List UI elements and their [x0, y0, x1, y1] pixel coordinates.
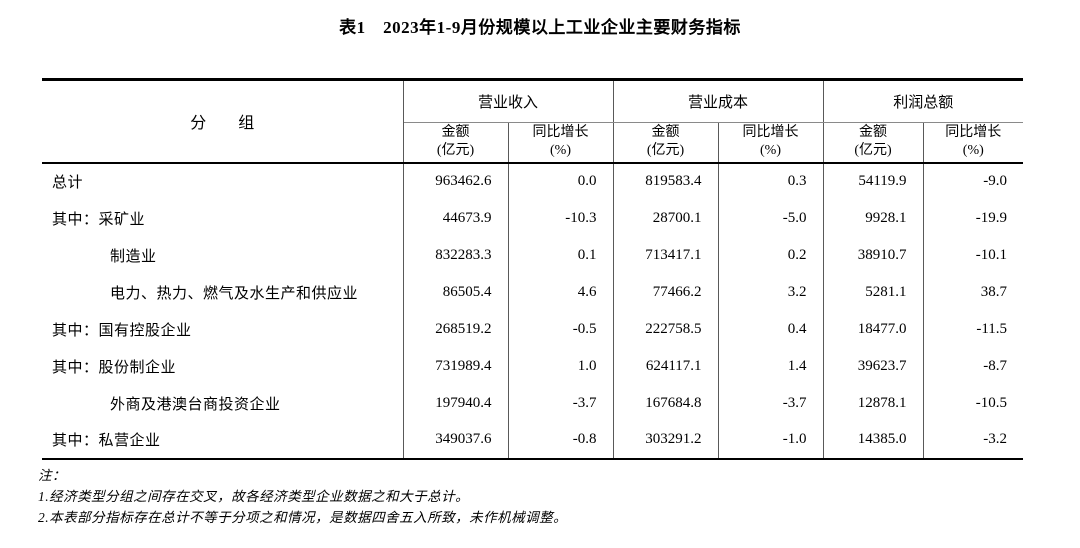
data-cell: -3.2: [922, 421, 1024, 459]
table-row-private: 其中：私营企业 349037.6 -0.8 303291.2 -1.0 1438…: [42, 421, 1024, 459]
table-row-mining: 其中：采矿业 44673.9 -10.3 28700.1 -5.0 9928.1…: [42, 199, 1024, 237]
data-cell: -10.5: [922, 384, 1024, 422]
subheader-unit: (%): [550, 143, 571, 159]
data-cell: -11.5: [922, 310, 1024, 348]
note-item-2: 2.本表部分指标存在总计不等于分项之和情况，是数据四舍五入所致，未作机械调整。: [38, 510, 568, 525]
data-cell: 9928.1: [822, 199, 924, 237]
table-row-state-owned: 其中：国有控股企业 268519.2 -0.5 222758.5 0.4 184…: [42, 310, 1024, 348]
data-cell: 303291.2: [612, 421, 719, 459]
column-group-operating-cost: 营业成本: [612, 79, 824, 123]
table-title: 表1 2023年1-9月份规模以上工业企业主要财务指标: [339, 18, 741, 37]
subheader-revenue-amount: 金额 (亿元): [402, 122, 508, 164]
data-cell: -3.7: [507, 384, 614, 422]
data-cell: -10.3: [507, 199, 614, 237]
header-group-row: 分 组 营业收入 营业成本 利润总额: [42, 79, 1024, 164]
data-cell: 28700.1: [612, 199, 719, 237]
table-row-foreign-invested: 外商及港澳台商投资企业 197940.4 -3.7 167684.8 -3.7 …: [42, 384, 1024, 422]
data-cell: -0.8: [507, 421, 614, 459]
corner-header-group: 分 组: [42, 79, 404, 164]
data-cell: 86505.4: [402, 273, 508, 311]
data-cell: 1.4: [717, 347, 824, 385]
subheader-cost-growth: 同比增长 (%): [717, 122, 824, 164]
subheader-label: 同比增长: [532, 125, 589, 141]
data-cell: 5281.1: [822, 273, 924, 311]
data-cell: 731989.4: [402, 347, 508, 385]
data-cell: 832283.3: [402, 236, 508, 274]
data-cell: 18477.0: [822, 310, 924, 348]
data-cell: 0.4: [717, 310, 824, 348]
data-cell: -19.9: [922, 199, 1024, 237]
data-cell: 222758.5: [612, 310, 719, 348]
data-cell: -3.7: [717, 384, 824, 422]
data-cell: -9.0: [922, 162, 1024, 200]
data-cell: 349037.6: [402, 421, 508, 459]
data-cell: 0.1: [507, 236, 614, 274]
data-cell: 624117.1: [612, 347, 719, 385]
subheader-label: 金额: [441, 125, 470, 141]
data-cell: -10.1: [922, 236, 1024, 274]
data-cell: 38.7: [922, 273, 1024, 311]
subheader-unit: (亿元): [436, 143, 475, 159]
data-cell: 819583.4: [612, 162, 719, 200]
table-row-joint-stock: 其中：股份制企业 731989.4 1.0 624117.1 1.4 39623…: [42, 347, 1024, 385]
data-cell: 77466.2: [612, 273, 719, 311]
data-cell: 167684.8: [612, 384, 719, 422]
data-cell: 963462.6: [402, 162, 508, 200]
data-cell: -5.0: [717, 199, 824, 237]
data-cell: -1.0: [717, 421, 824, 459]
row-label: 其中：国有控股企业: [52, 322, 192, 339]
row-label: 外商及港澳台商投资企业: [110, 396, 281, 413]
column-group-total-profit: 利润总额: [822, 79, 1024, 123]
subheader-label: 金额: [859, 125, 888, 141]
data-cell: 1.0: [507, 347, 614, 385]
subheader-label: 金额: [651, 125, 680, 141]
subheader-unit: (%): [760, 143, 782, 159]
row-label: 其中：采矿业: [52, 211, 146, 228]
data-cell: 4.6: [507, 273, 614, 311]
subheader-revenue-growth: 同比增长 (%): [507, 122, 614, 164]
financial-indicators-table: 分 组 营业收入 营业成本 利润总额 金额 (亿元) 同比增长 (%) 金额 (…: [42, 78, 1024, 460]
data-cell: 12878.1: [822, 384, 924, 422]
data-cell: 38910.7: [822, 236, 924, 274]
subheader-unit: (%): [962, 143, 984, 159]
data-cell: -8.7: [922, 347, 1024, 385]
subheader-profit-growth: 同比增长 (%): [922, 122, 1024, 164]
subheader-unit: (亿元): [646, 143, 685, 159]
data-cell: 39623.7: [822, 347, 924, 385]
row-label: 其中：股份制企业: [52, 359, 177, 376]
data-cell: 0.2: [717, 236, 824, 274]
data-cell: 0.3: [717, 162, 824, 200]
subheader-label: 同比增长: [742, 125, 799, 141]
note-item-1: 1.经济类型分组之间存在交叉，故各经济类型企业数据之和大于总计。: [38, 489, 470, 504]
data-cell: 197940.4: [402, 384, 508, 422]
row-label: 电力、热力、燃气及水生产和供应业: [110, 285, 359, 302]
column-group-operating-revenue: 营业收入: [402, 79, 614, 123]
table-row-manufacturing: 制造业 832283.3 0.1 713417.1 0.2 38910.7 -1…: [42, 236, 1024, 274]
data-cell: 713417.1: [612, 236, 719, 274]
subheader-cost-amount: 金额 (亿元): [612, 122, 719, 164]
subheader-label: 同比增长: [945, 125, 1002, 141]
table-notes: 注： 1.经济类型分组之间存在交叉，故各经济类型企业数据之和大于总计。 2.本表…: [38, 465, 567, 528]
data-cell: 3.2: [717, 273, 824, 311]
notes-heading: 注：: [38, 468, 66, 483]
data-cell: 268519.2: [402, 310, 508, 348]
data-cell: 0.0: [507, 162, 614, 200]
data-cell: 14385.0: [822, 421, 924, 459]
data-cell: -0.5: [507, 310, 614, 348]
subheader-unit: (亿元): [854, 143, 892, 159]
table-row-utilities: 电力、热力、燃气及水生产和供应业 86505.4 4.6 77466.2 3.2…: [42, 273, 1024, 311]
subheader-profit-amount: 金额 (亿元): [822, 122, 924, 164]
row-label: 总计: [52, 175, 84, 191]
row-label: 制造业: [110, 248, 157, 265]
row-label: 其中：私营企业: [52, 433, 161, 449]
header-sub-row: 金额 (亿元) 同比增长 (%) 金额 (亿元) 同比增长 (%) 金额 (: [42, 122, 1024, 164]
data-cell: 54119.9: [822, 162, 924, 200]
data-cell: 44673.9: [402, 199, 508, 237]
table-row-total: 总计 963462.6 0.0 819583.4 0.3 54119.9 -9.…: [42, 162, 1024, 200]
